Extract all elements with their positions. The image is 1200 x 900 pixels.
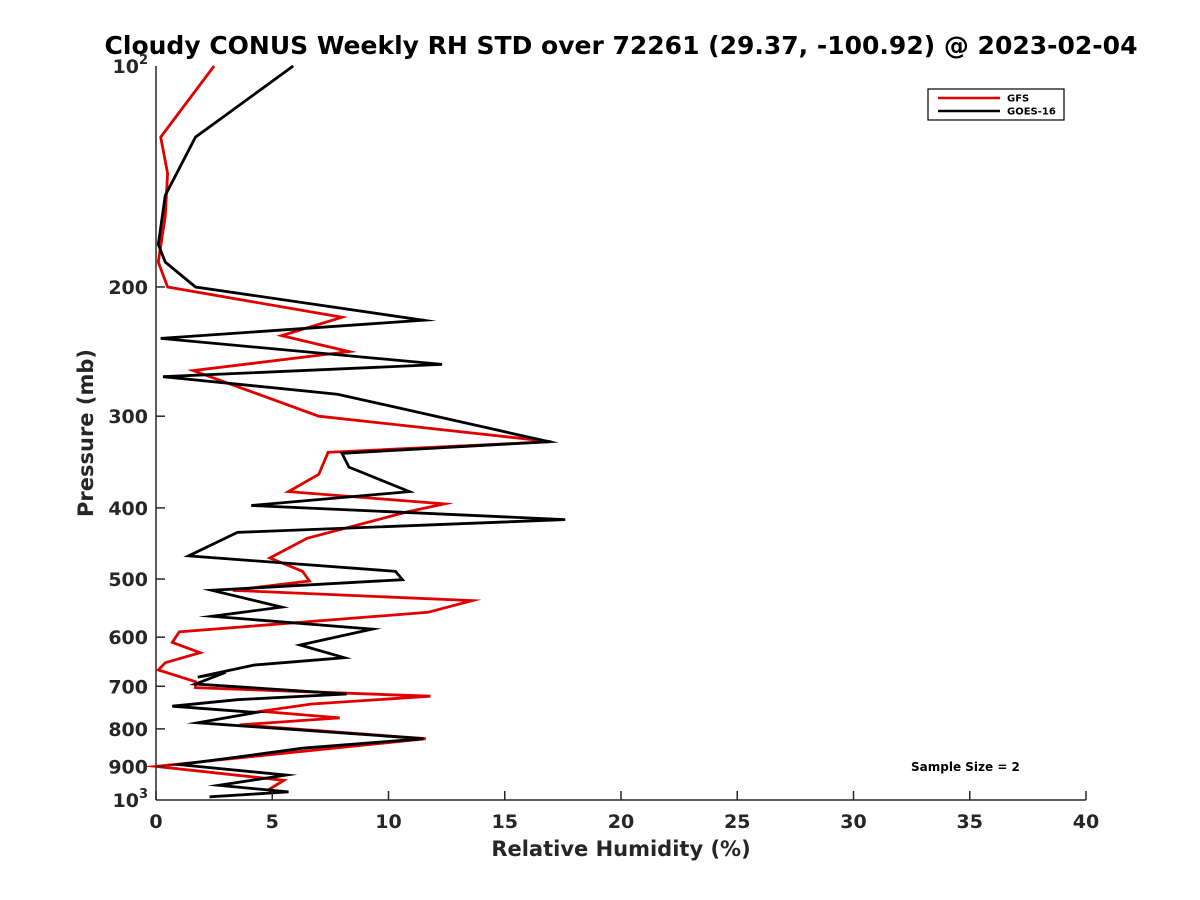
x-tick-label: 35: [957, 811, 983, 833]
x-tick-label: 5: [266, 811, 279, 833]
y-tick-label: 600: [108, 627, 148, 649]
y-axis-label: Pressure (mb): [74, 349, 98, 517]
legend: GFS GOES-16: [927, 88, 1065, 121]
x-tick-label: 40: [1073, 811, 1099, 833]
x-axis: 0 5 10 15 20 25 30 35 40: [149, 791, 1099, 833]
y-axis: 102 200 300 400 500 600 700 800 900 103: [108, 53, 165, 812]
series-line-gfs: [142, 65, 552, 792]
x-tick-label: 25: [724, 811, 750, 833]
y-tick-label: 103: [113, 787, 149, 812]
y-tick-label: 400: [108, 498, 148, 520]
series-layer: [142, 64, 566, 799]
legend-label-gfs: GFS: [1007, 94, 1029, 105]
x-tick-label: 30: [840, 811, 866, 833]
y-tick-label: 900: [108, 756, 148, 778]
y-tick-label: 800: [108, 719, 148, 741]
sample-size-annotation: Sample Size = 2: [911, 760, 1020, 774]
x-tick-label: 10: [375, 811, 401, 833]
x-tick-label: 0: [149, 811, 162, 833]
y-tick-label: 102: [113, 53, 149, 78]
y-tick-label: 500: [108, 569, 148, 591]
legend-label-goes16: GOES-16: [1007, 107, 1056, 118]
legend-box: [927, 88, 1065, 121]
x-axis-label: Relative Humidity (%): [491, 837, 750, 861]
y-tick-label: 300: [108, 406, 148, 428]
x-tick-label: 15: [492, 811, 518, 833]
chart-title: Cloudy CONUS Weekly RH STD over 72261 (2…: [105, 31, 1138, 60]
y-tick-label: 700: [108, 676, 148, 698]
series-line-goes16: [156, 64, 566, 799]
x-tick-label: 20: [608, 811, 634, 833]
y-tick-label: 200: [108, 277, 148, 299]
